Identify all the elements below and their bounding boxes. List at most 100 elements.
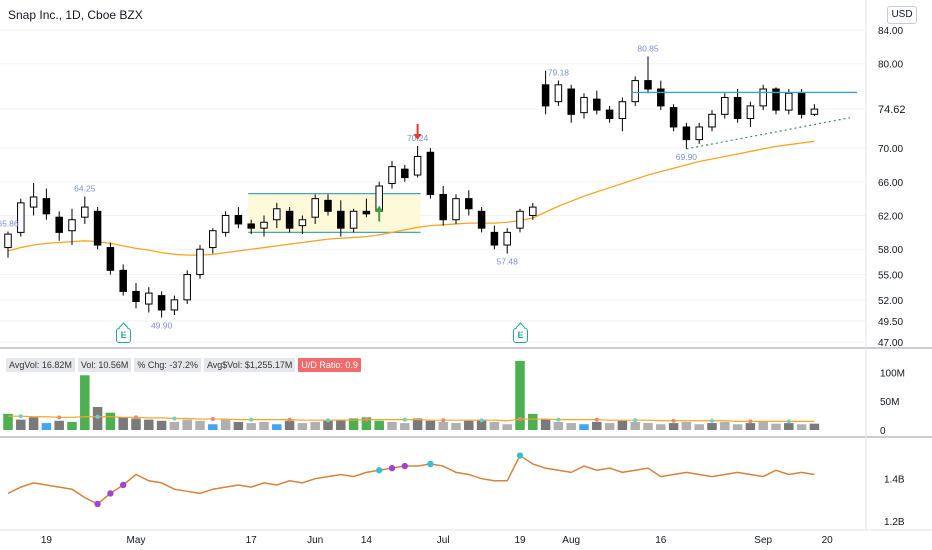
volume-bar xyxy=(361,417,372,430)
earnings-icon[interactable]: E xyxy=(116,328,132,343)
volume-bar xyxy=(502,424,512,430)
candle-body xyxy=(516,210,524,229)
candle-body xyxy=(55,216,63,233)
price-annotation: 57.48 xyxy=(497,257,519,267)
price-axis[interactable]: 84.00 80.00 74.62 70.00 66.00 62.00 58.00 55.00… xyxy=(868,26,928,528)
candle xyxy=(221,211,230,237)
candle xyxy=(119,264,127,296)
volume-tick-label: 100M xyxy=(880,368,905,379)
volume-bar xyxy=(553,421,564,430)
price-tick-label: 70.00 xyxy=(878,144,903,155)
time-axis[interactable]: 19 May 17 Jun 14 Jul 19 Aug 16 Sep 20 xyxy=(41,535,833,546)
candle xyxy=(772,87,780,115)
rs-tick-label: 1.2B xyxy=(884,517,905,528)
candle xyxy=(17,198,25,237)
candle-body xyxy=(145,292,153,305)
candle-body xyxy=(541,84,550,107)
price-annotation: 80.85 xyxy=(637,44,659,54)
volume-bar xyxy=(579,424,589,430)
volume-average-dot xyxy=(95,414,100,419)
price-annotation: 64.25 xyxy=(74,184,96,194)
rs-line-layer xyxy=(7,452,815,508)
volume-bar xyxy=(707,423,717,430)
volume-average-dot xyxy=(556,417,561,422)
volume-bar xyxy=(156,420,167,430)
pct-chg-stat: % Chg: -37.2% xyxy=(134,358,201,372)
candle xyxy=(426,148,435,199)
candle xyxy=(669,104,678,132)
candle xyxy=(183,270,191,305)
volume-average-dot xyxy=(441,418,446,423)
volume-bar xyxy=(195,420,205,430)
price-annotation: 65.86 xyxy=(0,219,19,229)
candle-body xyxy=(529,206,537,217)
candle xyxy=(593,90,601,115)
rs-line-dot xyxy=(427,460,434,468)
candle-body xyxy=(554,84,563,103)
volume-bar xyxy=(246,423,256,430)
candle-body xyxy=(413,155,422,176)
candle-body xyxy=(17,202,25,233)
time-tick-label: 17 xyxy=(246,535,258,546)
candle-body xyxy=(247,223,255,229)
candle-body xyxy=(695,126,703,141)
candle xyxy=(260,215,268,237)
price-annotation: 79.18 xyxy=(548,68,570,78)
candle-body xyxy=(618,101,627,120)
candle xyxy=(618,97,627,132)
pane-separators xyxy=(0,0,932,531)
candle xyxy=(503,228,511,254)
candle-body xyxy=(221,215,230,233)
volume-bar xyxy=(668,423,679,430)
candle-body xyxy=(4,233,12,249)
candle-body xyxy=(170,299,179,311)
volume-bar xyxy=(3,413,13,430)
candle-body xyxy=(119,269,127,292)
volume-bar xyxy=(681,421,692,430)
volume-bar xyxy=(272,424,282,430)
volume-bar xyxy=(464,420,474,430)
candle xyxy=(132,282,140,309)
candle xyxy=(580,93,588,119)
candle-body xyxy=(81,206,89,218)
time-tick-label: Jun xyxy=(307,535,323,546)
volume-bar xyxy=(528,413,538,430)
candle-body xyxy=(349,210,358,229)
price-tick-label: 84.00 xyxy=(878,26,903,37)
candle-body xyxy=(362,210,371,215)
candle xyxy=(349,208,358,233)
price-tick-label: 52.00 xyxy=(878,296,903,307)
volume-bar xyxy=(425,420,436,430)
signal-arrows xyxy=(375,124,422,222)
price-annotation: 49.90 xyxy=(151,321,173,331)
candle-body xyxy=(759,88,767,107)
volume-average-dot xyxy=(402,417,407,422)
candle-body xyxy=(68,219,76,232)
candle xyxy=(298,215,307,235)
candle xyxy=(81,196,89,224)
candle-body xyxy=(93,210,102,246)
volume-average-dot xyxy=(671,418,676,423)
candle-body xyxy=(42,198,51,215)
candle xyxy=(797,89,806,119)
volume-bar xyxy=(732,424,743,430)
volume-average-dot xyxy=(364,417,369,422)
candle-body xyxy=(580,96,588,114)
candle xyxy=(337,200,345,237)
candle xyxy=(567,84,575,123)
currency-button[interactable]: USD xyxy=(887,6,917,24)
earnings-icon[interactable]: E xyxy=(513,328,528,343)
volume-bar xyxy=(41,423,52,430)
candle-body xyxy=(503,231,511,246)
avg-dollar-vol-stat: Avg$Vol: $1,255.17M xyxy=(203,358,296,372)
volume-bar xyxy=(784,423,794,430)
candle xyxy=(657,80,665,111)
candle-body xyxy=(733,96,742,120)
candle-body xyxy=(708,113,716,128)
volume-bar xyxy=(540,419,551,430)
candle xyxy=(554,80,563,106)
candle-body xyxy=(29,196,38,208)
avg-vol-stat: AvgVol: 16.82M xyxy=(6,358,75,372)
volume-bar xyxy=(694,424,704,430)
